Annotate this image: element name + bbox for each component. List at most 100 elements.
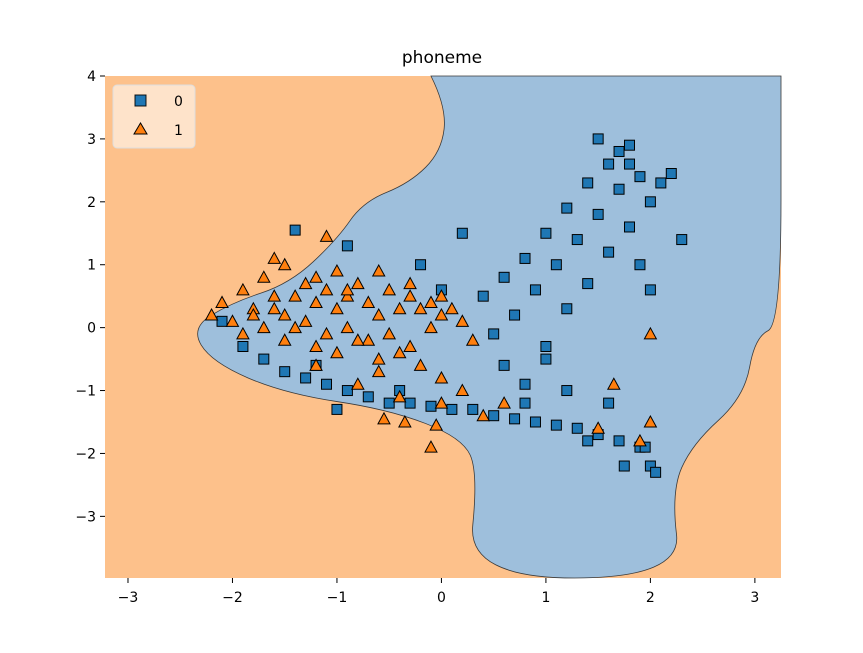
series-0-point: [571, 422, 583, 434]
series-1-point: [392, 389, 407, 403]
series-0-points: [216, 133, 688, 478]
series-0-point: [289, 224, 301, 236]
series-0-point: [540, 227, 552, 239]
series-1-point: [298, 314, 313, 327]
series-1-point: [277, 308, 292, 321]
series-1-point: [377, 411, 391, 425]
series-1-point: [403, 289, 417, 302]
series-1-point: [424, 295, 438, 308]
series-0-point: [550, 259, 562, 271]
series-1-point: [319, 229, 334, 242]
series-0-point: [519, 378, 531, 390]
legend-label-0: 0: [174, 94, 183, 110]
series-1-point: [434, 308, 449, 321]
series-0-point: [618, 460, 630, 472]
series-1-point: [403, 339, 417, 353]
series-1-point: [382, 326, 397, 340]
y-tick-label: 3: [87, 132, 96, 148]
series-1-point: [371, 352, 386, 365]
series-1-point: [267, 289, 282, 302]
series-0-point: [603, 246, 615, 258]
series-1-point: [455, 314, 470, 327]
legend-label-1: 1: [174, 123, 183, 139]
series-1-point: [371, 308, 386, 321]
plot-area: [105, 75, 782, 579]
series-1-point: [434, 370, 449, 384]
y-tick-label: 1: [87, 258, 96, 274]
series-0-point: [603, 158, 615, 170]
series-1-point: [361, 333, 376, 346]
series-0-point: [650, 466, 662, 478]
series-0-point: [644, 284, 656, 296]
y-axis: −3 −2 −1 0 1 2 3 4: [75, 69, 105, 525]
series-0-point: [498, 271, 510, 283]
series-1-point: [392, 345, 407, 359]
legend-marker-1: [133, 122, 148, 135]
series-1-point: [413, 358, 428, 371]
series-0-point: [582, 278, 594, 290]
y-tick-label: −2: [75, 446, 96, 462]
x-tick-label: −3: [118, 590, 139, 606]
series-0-point: [613, 145, 625, 157]
series-1-point: [215, 295, 229, 308]
y-tick-label: −1: [75, 384, 96, 400]
series-1-points: [204, 229, 658, 453]
series-0-point: [613, 183, 625, 195]
series-1-point: [330, 345, 344, 359]
series-0-point: [571, 234, 583, 246]
series-1-point: [371, 263, 386, 277]
series-0-point: [498, 359, 510, 371]
series-1-point: [340, 282, 355, 296]
series-1-point: [382, 282, 397, 296]
series-0-point: [279, 366, 291, 378]
series-1-point: [267, 301, 282, 315]
series-0-point: [624, 158, 636, 170]
series-1-point: [267, 251, 282, 264]
chart-title: phoneme: [402, 48, 482, 68]
series-1-point: [204, 308, 219, 321]
series-0-point: [509, 309, 521, 321]
series-1-point: [351, 377, 365, 390]
y-tick-label: 2: [87, 195, 96, 211]
legend-marker-0: [134, 94, 147, 107]
series-0-point: [665, 168, 677, 180]
series-0-point: [341, 385, 353, 397]
series-0-point: [519, 252, 531, 264]
series-1-point: [319, 326, 334, 340]
series-0-point: [592, 133, 604, 145]
series-1-point: [288, 320, 302, 334]
series-0-point: [561, 303, 573, 315]
series-0-point: [592, 208, 604, 220]
series-0-point: [655, 177, 667, 189]
series-1-point: [340, 320, 355, 334]
x-tick-label: 1: [541, 590, 550, 606]
series-1-point: [246, 308, 261, 321]
series-1-point: [633, 433, 647, 447]
series-1-point: [398, 414, 412, 428]
series-1-point: [429, 418, 444, 431]
series-0-point: [582, 177, 594, 189]
series-1-point: [465, 333, 480, 346]
series-1-point: [476, 408, 491, 422]
series-1-point: [591, 421, 605, 434]
series-1-point: [225, 314, 240, 327]
series-0-point: [624, 139, 636, 151]
series-1-point: [413, 301, 428, 315]
series-1-point: [497, 396, 511, 409]
series-1-point: [434, 289, 449, 302]
series-0-point: [300, 372, 312, 384]
series-0-point: [446, 403, 458, 415]
series-0-point: [582, 435, 594, 447]
series-0-point: [362, 391, 374, 403]
series-0-point: [488, 410, 500, 422]
series-0-point: [561, 385, 573, 397]
series-1-point: [256, 320, 271, 334]
series-1-point: [424, 320, 438, 334]
series-0-point: [425, 400, 437, 412]
series-1-point: [424, 440, 438, 453]
series-1-point: [236, 326, 250, 340]
y-tick-label: 4: [87, 69, 96, 85]
series-1-point: [361, 295, 376, 308]
legend: 0 1: [112, 84, 196, 149]
